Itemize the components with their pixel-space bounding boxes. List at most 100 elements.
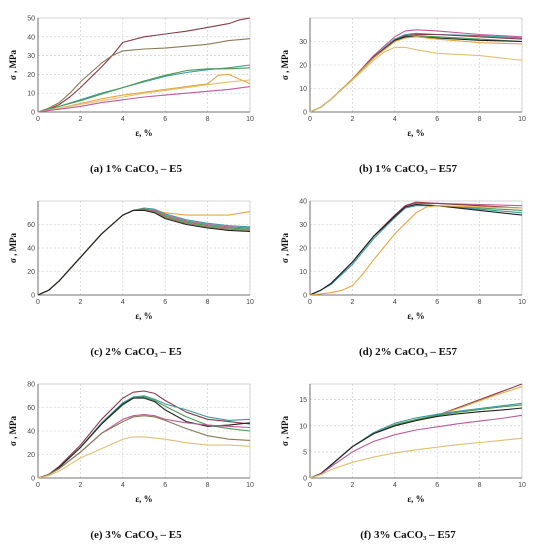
x-tick-label-f-3: 6 bbox=[435, 482, 439, 489]
x-tick-label-f-1: 2 bbox=[350, 482, 354, 489]
x-tick-label-b-4: 8 bbox=[478, 116, 482, 123]
series-line-c-5 bbox=[37, 209, 251, 296]
x-axis-label-e: ε, % bbox=[135, 494, 152, 504]
y-tick-label-f-2: 10 bbox=[299, 423, 307, 430]
stress-strain-chart-e: 0 2 4 6 8 10 0 20 40 60 80 ε, % σ , MPa bbox=[8, 382, 254, 505]
y-tick-label-f-0: 0 bbox=[303, 476, 307, 483]
caption-c: (c) 2% CaCO₃ – E5 bbox=[90, 346, 182, 358]
y-axis-label-c: σ , MPa bbox=[8, 232, 18, 263]
y-tick-label-e-2: 40 bbox=[27, 429, 35, 436]
y-axis-label-d: σ , MPa bbox=[280, 232, 290, 263]
plot-area-a bbox=[37, 17, 251, 113]
x-tick-label-c-1: 2 bbox=[78, 299, 82, 306]
chart-panel-f: 0 2 4 6 8 10 0 5 10 15 ε, % σ , MPa (f) 3% CaCO₃ – … bbox=[272, 366, 544, 550]
y-tick-label-d-2: 20 bbox=[299, 246, 307, 253]
y-axis-label-e: σ , MPa bbox=[8, 415, 18, 446]
x-tick-label-b-1: 2 bbox=[350, 116, 354, 123]
x-tick-label-d-2: 4 bbox=[393, 299, 397, 306]
x-tick-label-b-2: 4 bbox=[393, 116, 397, 123]
x-tick-label-a-0: 0 bbox=[36, 116, 40, 123]
y-tick-label-e-1: 20 bbox=[27, 452, 35, 459]
y-tick-label-e-0: 0 bbox=[31, 476, 35, 483]
x-tick-label-c-2: 4 bbox=[121, 299, 125, 306]
series-line-f-4 bbox=[309, 407, 523, 479]
caption-a: (a) 1% CaCO₃ – E5 bbox=[90, 163, 182, 175]
y-tick-label-d-3: 30 bbox=[299, 222, 307, 229]
y-tick-label-b-3: 30 bbox=[299, 39, 307, 46]
y-tick-label-f-1: 5 bbox=[303, 449, 307, 456]
series-line-b-6 bbox=[309, 46, 523, 113]
series-line-a-0 bbox=[37, 17, 251, 113]
x-tick-label-c-3: 6 bbox=[163, 299, 167, 306]
series-line-a-4 bbox=[37, 73, 251, 113]
x-tick-label-c-4: 8 bbox=[206, 299, 210, 306]
x-tick-label-e-4: 8 bbox=[206, 482, 210, 489]
series-line-e-3 bbox=[37, 397, 251, 479]
series-line-a-3 bbox=[37, 67, 251, 113]
x-tick-label-e-3: 6 bbox=[163, 482, 167, 489]
x-tick-label-e-5: 10 bbox=[246, 482, 254, 489]
x-tick-label-d-1: 2 bbox=[350, 299, 354, 306]
x-tick-label-f-5: 10 bbox=[518, 482, 526, 489]
x-tick-label-b-5: 10 bbox=[518, 116, 526, 123]
x-tick-label-a-2: 4 bbox=[121, 116, 125, 123]
caption-b: (b) 1% CaCO₃ – E57 bbox=[358, 163, 458, 175]
x-tick-label-d-5: 10 bbox=[518, 299, 526, 306]
series-line-e-5 bbox=[37, 415, 251, 479]
y-tick-label-e-3: 60 bbox=[27, 405, 35, 412]
x-tick-label-f-4: 8 bbox=[478, 482, 482, 489]
y-tick-label-a-0: 0 bbox=[31, 110, 35, 117]
chart-panel-c: 0 2 4 6 8 10 0 20 40 60 ε, % σ , MPa (c) 2% CaCO₃ –… bbox=[0, 183, 272, 366]
y-tick-label-a-3: 30 bbox=[27, 53, 35, 60]
y-tick-label-c-1: 20 bbox=[27, 269, 35, 276]
y-tick-label-c-3: 60 bbox=[27, 222, 35, 229]
y-tick-label-b-0: 0 bbox=[303, 110, 307, 117]
series-line-a-6 bbox=[37, 86, 251, 113]
x-tick-label-e-1: 2 bbox=[78, 482, 82, 489]
x-tick-label-e-2: 4 bbox=[121, 482, 125, 489]
x-tick-label-d-3: 6 bbox=[435, 299, 439, 306]
series-line-f-6 bbox=[309, 437, 523, 479]
y-tick-label-a-2: 20 bbox=[27, 72, 35, 79]
chart-panel-d: 0 2 4 6 8 10 0 10 20 30 40 ε, % σ , MPa (d) 2% CaCO₃… bbox=[272, 183, 544, 366]
x-tick-label-a-5: 10 bbox=[246, 116, 254, 123]
x-tick-label-d-0: 0 bbox=[308, 299, 312, 306]
y-tick-label-c-2: 40 bbox=[27, 246, 35, 253]
stress-strain-chart-c: 0 2 4 6 8 10 0 20 40 60 ε, % σ , MPa bbox=[8, 200, 254, 321]
x-tick-label-c-5: 10 bbox=[246, 299, 254, 306]
x-tick-label-b-3: 6 bbox=[435, 116, 439, 123]
y-tick-label-b-2: 20 bbox=[299, 63, 307, 70]
y-axis-label-f: σ , MPa bbox=[280, 415, 290, 446]
stress-strain-chart-a: 0 2 4 6 8 10 0 10 20 30 40 50 ε, % σ , MPa bbox=[8, 16, 254, 139]
caption-f: (f) 3% CaCO₃ – E57 bbox=[360, 529, 456, 541]
x-tick-label-e-0: 0 bbox=[36, 482, 40, 489]
chart-panel-a: 0 2 4 6 8 10 0 10 20 30 40 50 ε, % σ , MPa (a) 1% CaC… bbox=[0, 0, 272, 183]
x-axis-label-b: ε, % bbox=[407, 128, 424, 138]
x-axis-label-d: ε, % bbox=[407, 311, 424, 321]
y-tick-label-d-4: 40 bbox=[299, 199, 307, 206]
stress-strain-chart-b: 0 2 4 6 8 10 0 10 20 30 ε, % σ , MPa bbox=[280, 17, 526, 138]
series-line-f-5 bbox=[309, 414, 523, 479]
y-tick-label-c-0: 0 bbox=[31, 293, 35, 300]
x-tick-label-a-4: 8 bbox=[206, 116, 210, 123]
y-tick-label-d-0: 0 bbox=[303, 293, 307, 300]
caption-d: (d) 2% CaCO₃ – E57 bbox=[358, 346, 458, 358]
x-tick-label-a-1: 2 bbox=[78, 116, 82, 123]
series-line-d-5 bbox=[309, 205, 523, 296]
chart-panel-e: 0 2 4 6 8 10 0 20 40 60 80 ε, % σ , MPa (e) 3% CaCO₃… bbox=[0, 366, 272, 550]
x-axis-label-f: ε, % bbox=[407, 494, 424, 504]
x-tick-label-d-4: 8 bbox=[478, 299, 482, 306]
x-tick-label-b-0: 0 bbox=[308, 116, 312, 123]
y-tick-label-e-4: 80 bbox=[27, 382, 35, 389]
chart-panel-b: 0 2 4 6 8 10 0 10 20 30 ε, % σ , MPa (b) 1% CaCO₃ –… bbox=[272, 0, 544, 183]
y-tick-label-f-3: 15 bbox=[299, 397, 307, 404]
y-axis-label-b: σ , MPa bbox=[280, 49, 290, 80]
y-tick-label-b-1: 10 bbox=[299, 86, 307, 93]
x-axis-label-a: ε, % bbox=[135, 128, 152, 138]
plot-area-f bbox=[309, 383, 523, 479]
y-tick-label-a-1: 10 bbox=[27, 91, 35, 98]
stress-strain-chart-f: 0 2 4 6 8 10 0 5 10 15 ε, % σ , MPa bbox=[280, 383, 526, 504]
series-line-a-5 bbox=[37, 79, 251, 113]
y-tick-label-a-5: 50 bbox=[27, 16, 35, 23]
series-line-a-1 bbox=[37, 38, 251, 113]
